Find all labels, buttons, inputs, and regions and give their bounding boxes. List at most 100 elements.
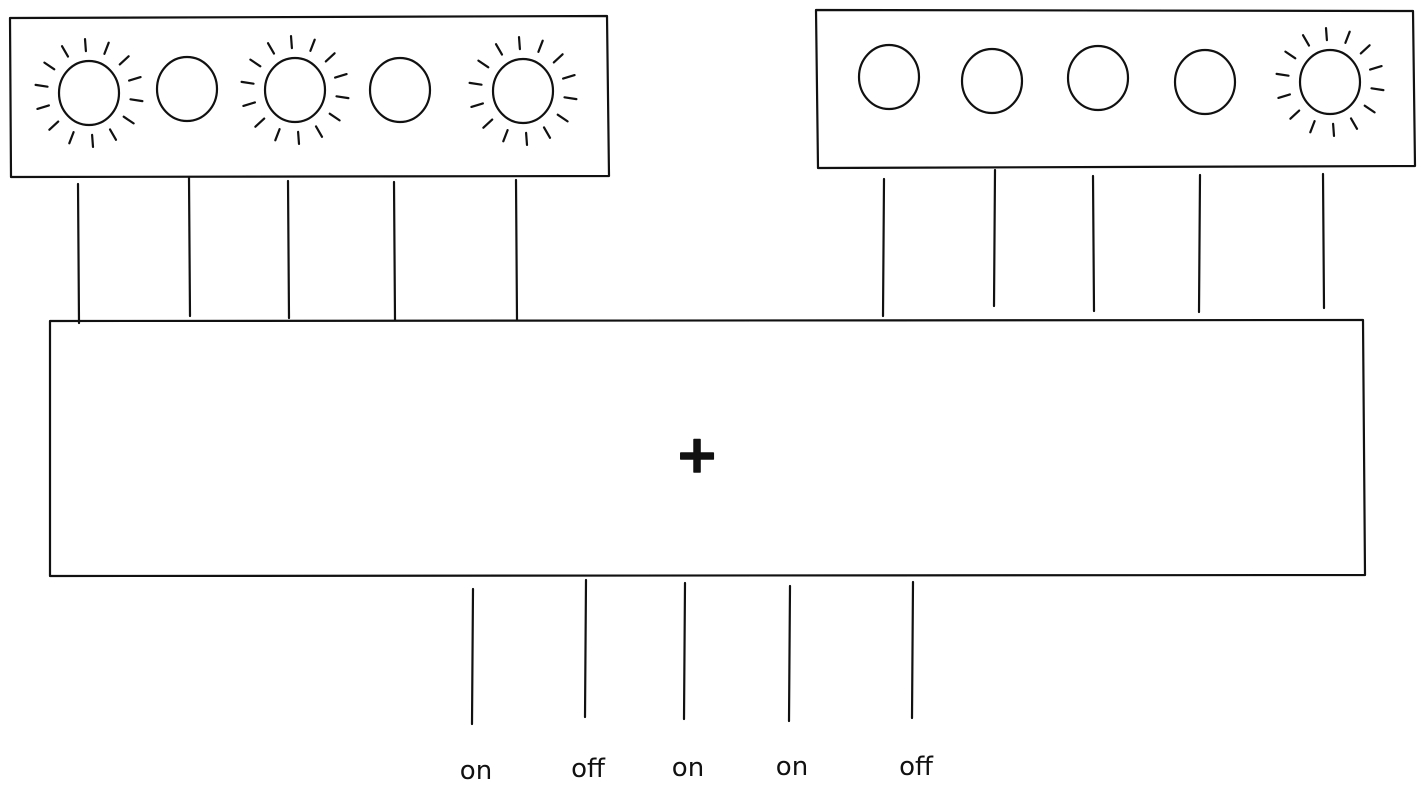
bulb-ray <box>1284 50 1297 60</box>
bulb-a-5-lit <box>468 35 578 146</box>
output-label-3: on <box>672 753 704 783</box>
bulb-ray <box>517 35 522 51</box>
bulb-ray <box>468 81 483 86</box>
bulb-rays <box>468 35 578 146</box>
bulb-b-2-unlit <box>960 47 1024 115</box>
bulb-ray <box>1277 93 1292 100</box>
bulb-ray <box>122 115 135 125</box>
bulb-ray <box>482 118 494 129</box>
input-register-b <box>814 8 1417 170</box>
bulb-ray <box>552 53 564 64</box>
bulb-ray <box>1309 119 1316 134</box>
output-wire-4 <box>787 584 792 723</box>
bulb-ray <box>297 130 301 145</box>
adder-operator-symbol: + <box>675 425 719 485</box>
bulb-b-1-unlit <box>857 43 921 111</box>
output-label-2: off <box>571 754 606 784</box>
bulb-ray <box>328 112 341 122</box>
bulb-ray <box>129 98 144 103</box>
bulb-ray <box>314 125 324 138</box>
bulb-ray <box>266 42 276 55</box>
bulb-ray <box>103 41 110 56</box>
wire-b-1 <box>881 177 886 318</box>
bulb-a-4-unlit <box>368 56 432 124</box>
bulb-ray <box>561 73 576 80</box>
bulb-ray <box>1331 122 1336 137</box>
bulb-ray <box>524 131 529 146</box>
bulb-ray <box>477 59 490 69</box>
bulb-ray <box>90 133 95 148</box>
bulb-ray <box>1289 109 1301 120</box>
bulb-circle <box>155 55 219 123</box>
bulb-ray <box>289 34 293 50</box>
bulb-ray <box>1363 104 1376 114</box>
bulb-rays <box>240 34 350 145</box>
bulb-ray <box>502 129 509 143</box>
bulb-ray <box>1344 30 1351 45</box>
wire-a-5 <box>514 178 519 322</box>
bulb-b-4-unlit <box>1173 48 1237 116</box>
output-labels: on off on on off <box>460 752 934 786</box>
wire-b-5 <box>1321 172 1326 310</box>
bulb-ray <box>309 38 316 53</box>
output-wire-1 <box>470 587 475 726</box>
bulb-ray <box>240 80 255 85</box>
output-label-4: on <box>776 752 808 782</box>
bulb-ray <box>83 37 88 53</box>
bulb-circle <box>1173 48 1237 116</box>
bulb-ray <box>34 83 49 88</box>
bulb-ray <box>1359 44 1371 55</box>
output-label-5: off <box>899 752 934 782</box>
bulb-ray <box>334 72 348 79</box>
bulb-b-5-lit <box>1275 27 1385 137</box>
bulb-ray <box>556 113 569 123</box>
bulb-ray <box>108 128 118 141</box>
wire-a-4 <box>392 180 397 322</box>
bulb-ray <box>60 45 70 58</box>
bulb-ray <box>563 96 578 101</box>
register-a-bulbs <box>34 34 578 148</box>
bulb-circle <box>368 56 432 124</box>
wire-b-4 <box>1197 173 1202 314</box>
bulb-ray <box>324 52 336 63</box>
bulb-ray <box>274 128 281 142</box>
wire-b-2 <box>992 168 997 308</box>
register-b-box <box>814 8 1417 170</box>
register-b-bulbs <box>857 27 1385 137</box>
wire-a-3 <box>286 179 291 320</box>
input-register-a <box>8 14 611 179</box>
bulb-circle <box>1298 48 1362 116</box>
bulb-circle <box>491 57 555 125</box>
bulb-ray <box>1368 64 1383 71</box>
bulb-ray <box>128 75 142 82</box>
register-a-wires <box>76 176 519 325</box>
bulb-a-1-lit <box>34 37 144 148</box>
bulb-ray <box>1324 27 1329 42</box>
output-wire-2 <box>583 578 588 719</box>
bulb-ray <box>254 117 266 128</box>
bulb-ray <box>470 102 484 109</box>
bulb-ray <box>48 120 60 131</box>
bulb-ray <box>1349 117 1359 130</box>
output-label-1: on <box>460 756 492 786</box>
register-b-wires <box>881 168 1326 318</box>
bulb-rays <box>34 37 144 148</box>
bulb-circle <box>1066 44 1130 112</box>
wire-a-1 <box>76 182 81 325</box>
bulb-ray <box>335 95 350 100</box>
bulb-ray <box>494 43 504 56</box>
adder-block: + <box>48 318 1367 578</box>
bulb-ray <box>1370 87 1385 92</box>
bulb-ray <box>118 55 130 66</box>
bulb-ray <box>1275 72 1290 77</box>
register-a-box <box>8 14 611 179</box>
bulb-a-2-unlit <box>155 55 219 123</box>
bulb-ray <box>68 131 75 145</box>
bulb-circle <box>857 43 921 111</box>
bulb-a-3-lit <box>240 34 350 145</box>
output-wire-3 <box>682 581 687 721</box>
output-wires <box>470 578 915 726</box>
bulb-circle <box>263 56 327 124</box>
